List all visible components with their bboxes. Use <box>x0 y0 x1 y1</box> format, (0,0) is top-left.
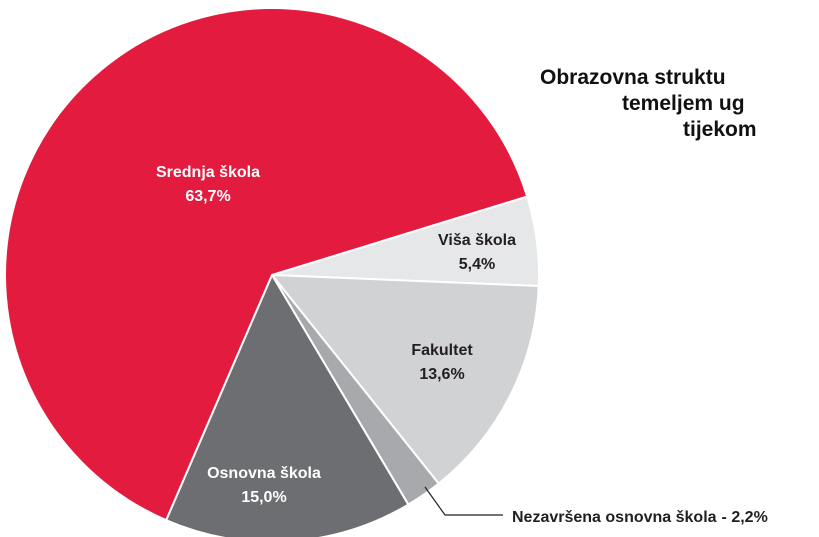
value-label: 63,7% <box>185 188 230 205</box>
value-label: 5,4% <box>459 256 495 273</box>
leader-line <box>424 486 503 516</box>
chart-title: Obrazovna struktu <box>540 66 726 89</box>
pie-slice <box>164 272 410 537</box>
pie-slice <box>4 7 529 522</box>
chart-title: temeljem ug <box>622 92 745 115</box>
chart-title: tijekom <box>683 118 757 141</box>
category-label: Fakultet <box>411 342 473 359</box>
value-label: 13,6% <box>419 366 464 383</box>
category-label: Osnovna škola <box>207 465 321 482</box>
pie <box>4 7 540 537</box>
slice-label: Nezavršena osnovna škola - 2,2% <box>512 509 768 526</box>
category-label: Nezavršena osnovna škola <box>512 509 717 526</box>
labels: Viša škola 5,4% Fakultet 13,6% Nezavršena os… <box>156 164 768 526</box>
category-label: Viša škola <box>438 232 516 249</box>
value-label: - 2,2% <box>722 509 768 526</box>
pie-slice <box>269 273 540 485</box>
value-label: 15,0% <box>241 489 286 506</box>
category-label: Srednja škola <box>156 164 260 181</box>
